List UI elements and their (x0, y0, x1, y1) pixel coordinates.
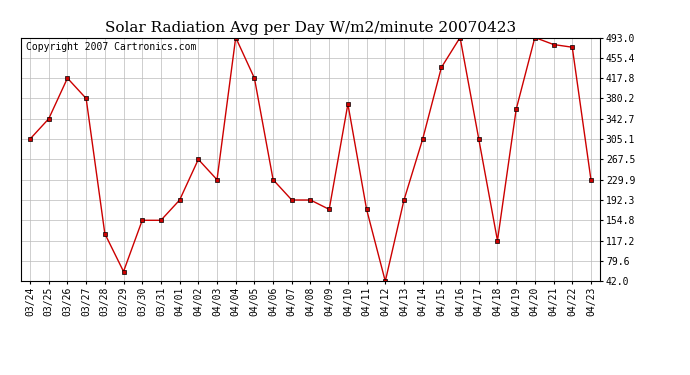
Title: Solar Radiation Avg per Day W/m2/minute 20070423: Solar Radiation Avg per Day W/m2/minute … (105, 21, 516, 35)
Text: Copyright 2007 Cartronics.com: Copyright 2007 Cartronics.com (26, 42, 197, 52)
